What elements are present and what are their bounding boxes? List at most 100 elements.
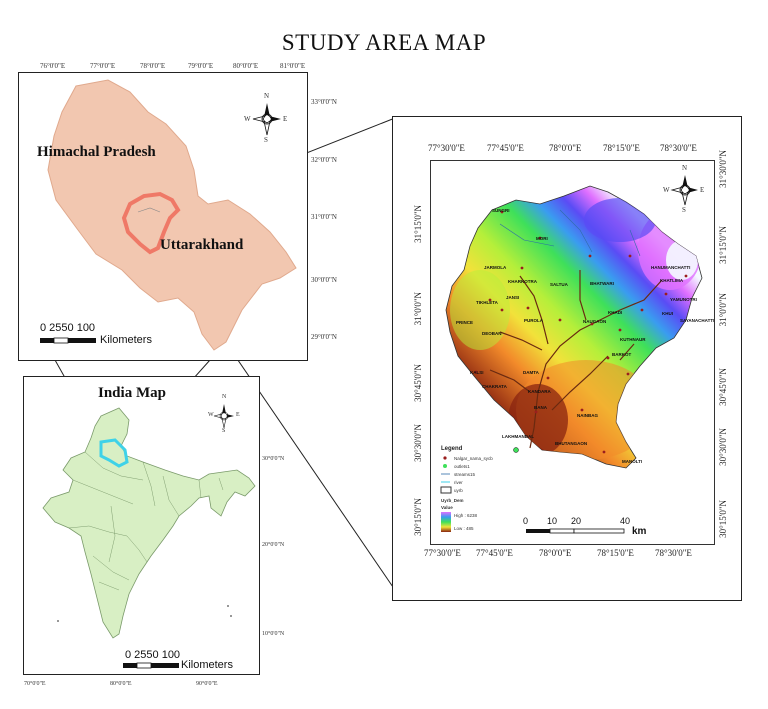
north-arrow-icon: N S W E xyxy=(663,164,705,214)
lat-tick: 30°45'0"N xyxy=(413,364,423,402)
legend-low: Low : 485 xyxy=(454,526,474,531)
india-map-heading: India Map xyxy=(98,385,166,401)
scale-unit: Kilometers xyxy=(100,334,152,346)
legend-title: Legend xyxy=(441,446,463,452)
lat-tick: 30°0'0"N xyxy=(262,456,285,462)
place-label: HANUMANCHATTI xyxy=(651,265,691,270)
place-label: KHATLIMA xyxy=(660,278,684,283)
lon-tick: 80°0'0"E xyxy=(233,62,259,70)
lon-tick: 77°30'0"E xyxy=(424,548,461,558)
legend-item: river xyxy=(454,480,463,485)
place-label: BHATWARI xyxy=(590,281,614,286)
place-label: KHADI xyxy=(608,310,623,315)
dem-map-frame xyxy=(430,160,715,545)
place-label: BARKOT xyxy=(612,352,632,357)
place-label: LAKHMANDAL xyxy=(502,434,534,439)
place-label: MORI xyxy=(536,236,548,241)
lon-tick: 70°0'0"E xyxy=(24,681,46,687)
lat-tick: 31°0'0"N xyxy=(718,293,728,327)
lat-tick: 30°45'0"N xyxy=(718,368,728,406)
lat-tick: 31°15'0"N xyxy=(718,226,728,264)
scale-number: 10 xyxy=(547,516,558,526)
lon-tick: 78°15'0"E xyxy=(603,143,640,153)
lat-tick: 30°0'0"N xyxy=(311,276,337,284)
place-label: DAMTA xyxy=(523,370,539,375)
place-label: TIKHLETA xyxy=(476,300,498,305)
label-himachal-pradesh: Himachal Pradesh xyxy=(37,144,156,160)
lat-tick: 29°0'0"N xyxy=(311,333,337,341)
scale-bar xyxy=(40,337,96,344)
place-label: SALTUA xyxy=(550,282,568,287)
lon-tick: 80°0'0"E xyxy=(110,681,132,687)
lat-tick: 10°0'0"N xyxy=(262,631,285,637)
lon-tick: 78°0'0"E xyxy=(140,62,166,70)
lat-tick: 20°0'0"N xyxy=(262,542,285,548)
scale-bar xyxy=(123,662,179,669)
legend-item: uyrb xyxy=(454,488,463,493)
lon-tick: 78°30'0"E xyxy=(660,143,697,153)
lon-tick: 81°0'0"E xyxy=(280,62,306,70)
label-uttarakhand: Uttarakhand xyxy=(160,237,244,253)
dem-terrain xyxy=(445,185,703,469)
lon-tick: 77°0'0"E xyxy=(90,62,116,70)
lat-tick: 30°15'0"N xyxy=(413,498,423,536)
place-label: KUTHNAUR xyxy=(620,337,646,342)
india-map xyxy=(42,407,256,639)
legend-dem-title: Uyrb_Dem xyxy=(441,498,464,503)
place-label: KHARKOTRA xyxy=(508,279,537,284)
lat-tick: 31°0'0"N xyxy=(413,292,423,326)
state-map xyxy=(47,79,297,351)
lat-tick: 33°0'0"N xyxy=(311,98,337,106)
lon-tick: 77°45'0"E xyxy=(487,143,524,153)
scale-bar xyxy=(526,528,625,534)
scale-unit: km xyxy=(632,526,647,537)
lon-tick: 79°0'0"E xyxy=(188,62,214,70)
scale-numbers: 0 2550 100 xyxy=(40,322,96,334)
lon-tick: 78°15'0"E xyxy=(597,548,634,558)
legend-value-label: Value xyxy=(441,505,453,510)
lon-tick: 78°0'0"E xyxy=(549,143,582,153)
lat-tick: 30°30'0"N xyxy=(718,428,728,466)
place-label: BHUTANGAON xyxy=(555,441,588,446)
legend-item: outlets1 xyxy=(454,464,470,469)
lat-tick: 32°0'0"N xyxy=(311,156,337,164)
place-label: JARMOLA xyxy=(484,265,507,270)
scale-unit: Kilometers xyxy=(181,659,233,671)
north-arrow-icon: N S W E xyxy=(208,394,240,434)
india-outline xyxy=(42,407,256,639)
place-label: JANSI xyxy=(506,295,520,300)
lon-tick: 77°30'0"E xyxy=(428,143,465,153)
legend-high: High : 6238 xyxy=(454,513,478,518)
lon-tick: 78°30'0"E xyxy=(655,548,692,558)
lat-tick: 30°30'0"N xyxy=(413,424,423,462)
place-label: YAMUNOTRI xyxy=(670,297,697,302)
place-label: SAYANACHATTI xyxy=(680,318,715,323)
place-label: KHUI xyxy=(662,311,673,316)
legend-item: Nalgar_nama_sycb xyxy=(454,456,493,461)
north-arrow-icon: N S W E xyxy=(244,92,288,144)
place-label: KALSI xyxy=(470,370,484,375)
lon-tick: 90°0'0"E xyxy=(196,681,218,687)
scale-number: 20 xyxy=(571,516,582,526)
lon-tick: 78°0'0"E xyxy=(539,548,572,558)
place-label: SUNGRI xyxy=(492,208,510,213)
scale-numbers: 0 2550 100 xyxy=(125,649,181,661)
india-study-highlight xyxy=(99,438,129,468)
lat-tick: 31°0'0"N xyxy=(311,213,337,221)
place-label: PRINCE xyxy=(456,320,474,325)
place-label: NAUGAON xyxy=(583,319,607,324)
scale-number: 40 xyxy=(620,516,631,526)
place-label: BANA xyxy=(534,405,547,410)
lat-tick: 31°15'0"N xyxy=(413,205,423,243)
place-label: PUROLA xyxy=(524,318,543,323)
study-area-outline xyxy=(121,191,181,255)
place-label: CHAKRATA xyxy=(482,384,507,389)
lat-tick: 31°30'0"N xyxy=(718,150,728,188)
page-title: STUDY AREA MAP xyxy=(281,30,487,55)
place-label: DEOBAN xyxy=(482,331,502,336)
place-label: MANOLTI xyxy=(622,459,643,464)
scale-number: 0 xyxy=(523,516,529,526)
place-label: NAINBAG xyxy=(577,413,598,418)
lat-tick: 30°15'0"N xyxy=(718,500,728,538)
lon-tick: 77°45'0"E xyxy=(476,548,513,558)
